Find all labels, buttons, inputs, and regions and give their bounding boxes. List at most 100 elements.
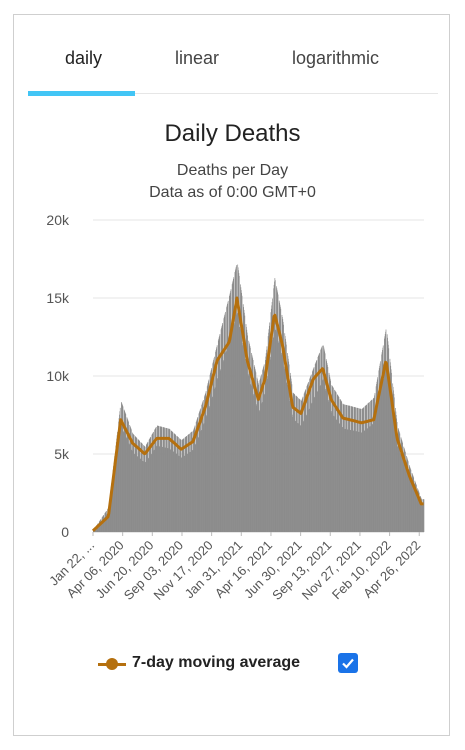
- daily-deaths-bar: [291, 384, 293, 532]
- daily-deaths-bar: [328, 372, 330, 532]
- chart-title: Daily Deaths: [164, 120, 301, 147]
- daily-deaths-bar: [354, 407, 356, 532]
- daily-deaths-bar: [357, 407, 358, 532]
- daily-deaths-bar: [379, 363, 381, 532]
- moving-average-checkbox[interactable]: [338, 653, 358, 673]
- daily-deaths-bar: [206, 416, 207, 532]
- daily-deaths-bar: [306, 414, 307, 532]
- daily-deaths-bar: [160, 426, 162, 532]
- daily-deaths-bar: [331, 385, 333, 532]
- daily-deaths-bar: [211, 398, 213, 532]
- daily-deaths-bar: [197, 437, 199, 532]
- daily-deaths-bar: [385, 331, 386, 532]
- daily-deaths-bar: [319, 386, 321, 532]
- daily-deaths-bar: [398, 430, 400, 532]
- daily-deaths-bar: [168, 428, 170, 532]
- daily-deaths-bar: [357, 408, 359, 532]
- daily-deaths-bar: [246, 329, 248, 532]
- daily-deaths-bar: [420, 498, 422, 532]
- daily-deaths-bar: [359, 408, 361, 532]
- daily-deaths-bar: [117, 448, 119, 532]
- daily-deaths-bar: [368, 402, 369, 532]
- daily-deaths-bar: [226, 305, 228, 532]
- daily-deaths-bar: [109, 506, 110, 532]
- daily-deaths-bar: [399, 453, 401, 532]
- daily-deaths-bar: [169, 429, 171, 532]
- daily-deaths-bar: [103, 515, 104, 532]
- daily-deaths-bar: [117, 445, 119, 532]
- tab-linear[interactable]: linear: [175, 48, 220, 68]
- daily-deaths-bar: [422, 505, 424, 532]
- daily-deaths-bar: [297, 423, 299, 532]
- daily-deaths-bar: [137, 456, 138, 532]
- daily-deaths-bar: [117, 431, 118, 532]
- daily-deaths-bar: [154, 429, 155, 532]
- daily-deaths-bar: [371, 399, 373, 532]
- daily-deaths-bar: [371, 399, 373, 532]
- daily-deaths-bar: [355, 431, 357, 532]
- tab-daily[interactable]: daily: [65, 48, 103, 68]
- daily-deaths-bar: [345, 404, 347, 532]
- daily-deaths-bar: [414, 481, 416, 532]
- daily-deaths-bar: [230, 289, 232, 532]
- daily-deaths-bar: [378, 403, 379, 532]
- daily-deaths-bar: [238, 270, 239, 532]
- daily-deaths-bar: [338, 396, 339, 532]
- daily-deaths-bar: [124, 410, 125, 532]
- daily-deaths-bar: [120, 425, 122, 532]
- daily-deaths-bar: [223, 316, 225, 532]
- daily-deaths-bar: [309, 378, 311, 532]
- daily-deaths-bar: [289, 398, 290, 532]
- daily-deaths-bar: [154, 429, 156, 532]
- daily-deaths-bar: [184, 455, 186, 532]
- legend-label: 7-day moving average: [132, 654, 301, 671]
- daily-deaths-bar: [290, 378, 292, 532]
- daily-deaths-bar: [353, 406, 355, 532]
- daily-deaths-bar: [303, 420, 305, 532]
- check-icon: [342, 658, 354, 669]
- daily-deaths-bar: [335, 391, 337, 532]
- daily-deaths-bar: [144, 446, 146, 532]
- daily-deaths-bar: [279, 304, 281, 532]
- daily-deaths-bar: [349, 405, 350, 532]
- daily-deaths-bar: [295, 395, 297, 532]
- daily-deaths-bar: [299, 399, 301, 532]
- daily-deaths-bar: [245, 361, 246, 532]
- daily-deaths-bar: [188, 434, 190, 532]
- daily-deaths-bar: [334, 390, 336, 532]
- daily-deaths-bar: [396, 422, 398, 532]
- daily-deaths-bar: [327, 367, 329, 532]
- tab-logarithmic[interactable]: logarithmic: [292, 48, 380, 68]
- daily-deaths-bar: [285, 341, 287, 532]
- daily-deaths-bar: [121, 402, 122, 532]
- daily-deaths-bar: [213, 358, 215, 532]
- daily-deaths-bar: [139, 458, 141, 532]
- daily-deaths-bar: [132, 433, 134, 532]
- daily-deaths-bar: [346, 405, 347, 532]
- daily-deaths-bar: [314, 364, 316, 532]
- daily-deaths-bar: [262, 370, 263, 532]
- daily-deaths-bar: [303, 393, 305, 532]
- daily-deaths-bar: [343, 404, 345, 532]
- daily-deaths-bar: [382, 347, 384, 532]
- daily-deaths-bar: [330, 380, 331, 532]
- daily-deaths-bar: [136, 437, 138, 532]
- daily-deaths-bar: [416, 485, 417, 532]
- daily-deaths-bar: [269, 359, 271, 532]
- daily-deaths-bar: [144, 445, 145, 532]
- daily-deaths-bar: [382, 345, 384, 532]
- daily-deaths-bar: [220, 369, 222, 532]
- daily-deaths-bar: [126, 438, 127, 532]
- daily-deaths-bar: [369, 426, 371, 532]
- daily-deaths-bar: [159, 426, 161, 532]
- daily-deaths-bar: [173, 451, 174, 532]
- daily-deaths-bar: [274, 281, 275, 532]
- daily-deaths-bar: [156, 445, 158, 532]
- daily-deaths-bar: [118, 421, 120, 532]
- daily-deaths-bar: [169, 429, 171, 532]
- daily-deaths-bar: [133, 434, 135, 532]
- daily-deaths-bar: [396, 418, 398, 532]
- daily-deaths-bar: [393, 393, 395, 532]
- daily-deaths-bar: [123, 431, 124, 532]
- daily-deaths-bar: [225, 352, 227, 532]
